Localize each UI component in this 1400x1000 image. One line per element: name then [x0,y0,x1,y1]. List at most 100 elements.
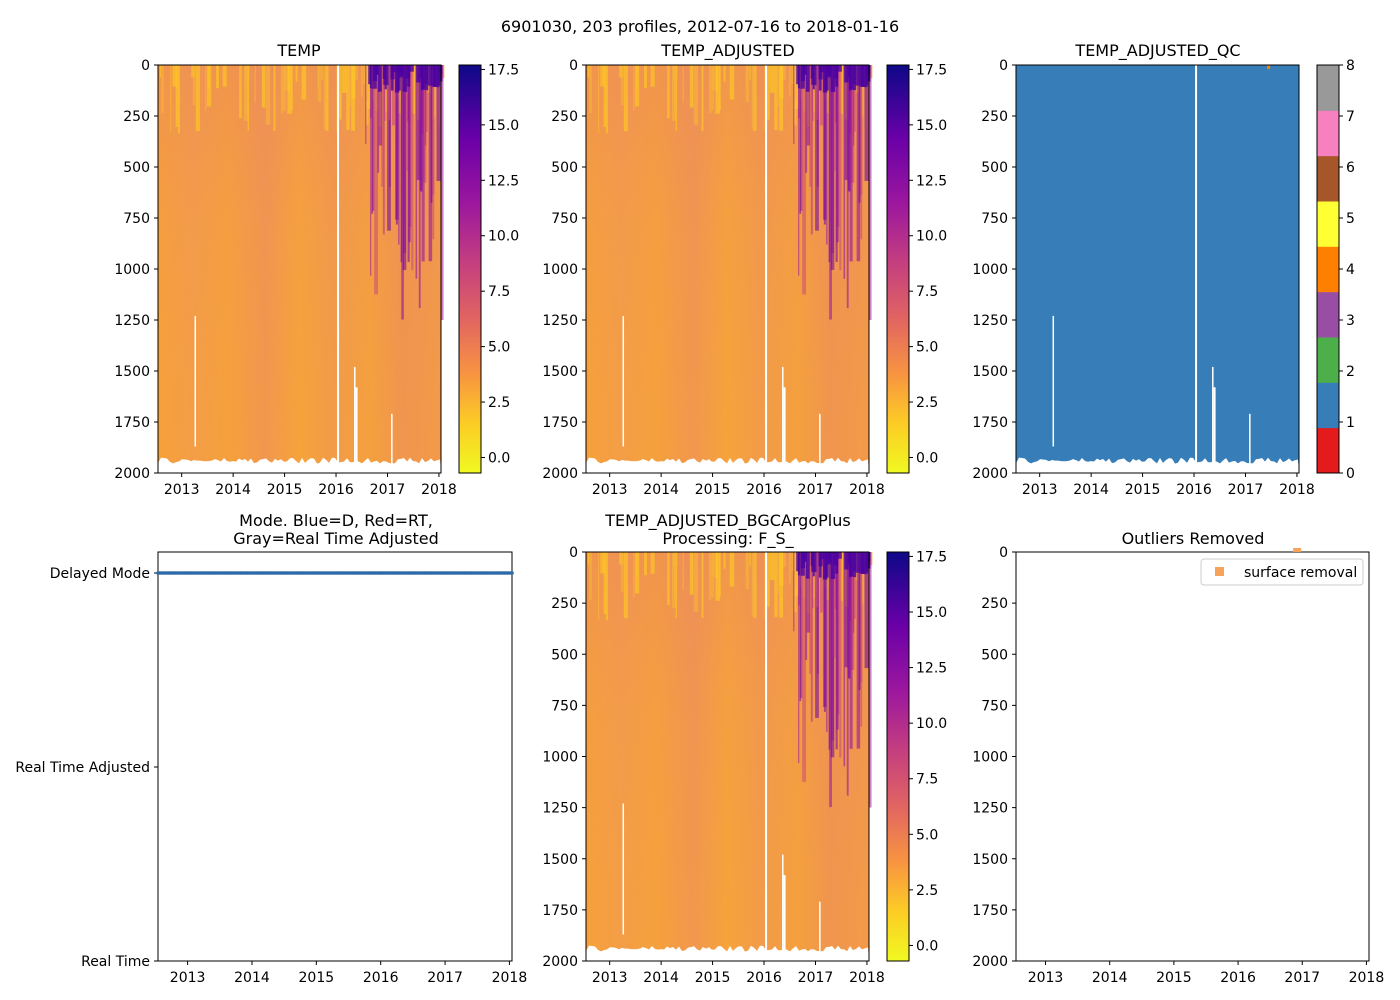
panel-qc-colorbar-segment [1317,337,1339,383]
panel-temp-adjusted-ytick-label: 1750 [542,415,578,431]
panel-bgc-deep-streak [844,552,849,668]
panel-outliers-xtick-label: 2016 [1220,970,1256,986]
panel-temp-ytick-label: 0 [141,58,150,74]
panel-temp-adjusted-surface-streak [749,65,751,80]
panel-bgc-deep-streak [835,552,838,750]
panel-outliers-legend: surface removal [1200,558,1364,586]
panel-outliers-legend-marker [1215,567,1224,576]
panel-qc-section-fill [1016,65,1299,464]
panel-bgc-top-fringe [830,552,836,579]
panel-bgc-deep-streak [858,552,861,691]
panel-bgc-top-fringe [852,552,856,572]
panel-bgc-top-fringe [812,552,815,577]
panel-temp-adjusted-ytick-label: 1250 [542,313,578,329]
panel-bgc-title-line1: TEMP_ADJUSTED_BGCArgoPlus [604,511,850,531]
panel-temp-xtick-label: 2015 [267,482,303,498]
panel-bgc-deep-streak [826,552,828,732]
panel-temp-adjusted-surface-streak [675,65,677,132]
panel-temp-deep-streak [371,65,374,214]
panel-temp-surface-streak [247,65,249,132]
panel-temp-surface-streak [239,65,242,119]
panel-qc-xtick-label: 2018 [1279,482,1315,498]
panel-temp-adjusted-deep-streak [847,65,850,191]
panel-temp-adjusted-deep-streak [810,65,813,235]
panel-temp-adjusted-bottom-edge [586,457,869,473]
panel-qc-colorbar-label: 8 [1346,58,1355,74]
panel-temp-surface-streak [280,65,284,114]
panel-temp-ytick-label: 750 [123,211,150,227]
panel-bgc-surface-streak [783,552,786,567]
panel-qc-colorbar-segment [1317,155,1339,202]
panel-bgc-deep-streak [802,552,806,782]
panel-temp-adjusted-colorbar-gradient [887,65,909,473]
panel-temp-deep-streak [365,65,367,145]
panel-temp-adjusted-top-fringe [805,65,810,92]
panel-bgc-surface-streak [667,552,670,606]
panel-temp-top-fringe [386,65,389,86]
panel-temp-adjusted-surface-streak [689,65,694,108]
panel-outliers-ytick-label: 1250 [972,801,1008,817]
panel-bgc-xtick-label: 2018 [849,970,885,986]
panel-temp-adjusted-top-fringe [837,65,842,72]
panel-temp-adjusted-ytick-label: 0 [569,58,578,74]
panel-bgc-surface-streak [673,552,676,602]
panel-bgc-surface-streak [636,552,638,577]
panel-bgc-surface-streak [708,552,712,601]
panel-temp-deep-streak [369,65,372,276]
panel-temp-colorbar-label: 5.0 [488,340,510,356]
panel-bgc-colorbar: 0.0 2.5 5.0 7.5 10.0 12.5 15.0 17.5 [886,549,947,962]
panel-temp-ytick-label: 250 [123,109,150,125]
panel-bgc-top-fringe [818,552,822,578]
panel-bgc-deep-streak [812,552,814,609]
panel-temp-deep-streak [382,65,385,235]
panel-temp-deep-streak [386,65,391,120]
panel-temp-xtick-label: 2017 [370,482,406,498]
panel-qc-colorbar-label: 6 [1346,160,1355,176]
panel-temp-colorbar-label: 2.5 [488,395,510,411]
panel-temp-adjusted-title: TEMP_ADJUSTED [660,41,794,61]
panel-temp-deep-streak [395,65,398,225]
panel-bgc-title-line2: Processing: F_S_ [662,529,794,549]
panel-temp-adjusted-top-fringe [859,65,864,87]
panel-temp-surface-streak [323,65,327,130]
panel-temp-adjusted-surface-streak [715,65,719,92]
panel-temp-adjusted-surface-streak [729,65,735,100]
panel-temp-adjusted-data-gap [782,366,784,471]
panel-qc-xtick-label: 2016 [1176,482,1212,498]
panel-temp-adjusted-top-fringe [830,65,836,92]
panel-qc-xtick-label: 2013 [1022,482,1058,498]
panel-temp-deep-streak [400,65,403,263]
panel-temp-surface-streak [254,65,256,103]
panel-temp-adjusted-deep-streak [868,65,872,320]
panel-temp-top-fringe [398,65,403,72]
panel-temp-deep-streak [377,65,380,173]
panel-temp-adjusted-surface-streak [719,65,721,111]
panel-temp-data-gap [354,366,356,471]
panel-temp-surface-streak [301,65,307,100]
panel-temp: TEMP 2013 2014 2015 2016 2017 2018 0 250 500 750 1… [114,41,519,498]
panel-outliers-ytick-label: 0 [999,545,1008,561]
panel-temp-adjusted-deep-streak [835,65,838,262]
panel-temp-plot: 2013 2014 2015 2016 2017 2018 0 250 500 750 1000 12… [114,58,456,498]
panel-temp-surface-streak [222,65,227,87]
panel-temp-adjusted-surface-streak [779,65,784,99]
panel-qc-colorbar-segment [1317,246,1339,293]
panel-bgc-surface-streak [751,552,755,617]
panel-temp-section-shade [158,65,441,464]
panel-bgc-deep-streak [819,552,824,613]
panel-qc-colorbar-label: 0 [1346,466,1355,482]
panel-temp-adjusted-deep-streak [846,65,849,309]
panel-temp-top-fringe [377,65,382,92]
panel-temp-adjusted-deep-streak [858,65,863,196]
panel-temp-deep-streak [440,65,444,320]
panel-temp-adjusted-deep-streak [843,65,846,279]
panel-qc-colorbar-segment [1317,382,1339,429]
panel-qc-ytick-label: 0 [999,58,1008,74]
panel-bgc-ytick-label: 0 [569,545,578,561]
panel-temp-surface-streak [341,65,347,93]
panel-mode-title-line2: Gray=Real Time Adjusted [233,529,439,548]
panel-temp-adjusted-deep-streak [805,65,808,173]
panel-bgc-surface-streak [749,552,751,567]
panel-qc-ytick-label: 1250 [972,313,1008,329]
panel-temp-deep-streak [425,65,427,146]
